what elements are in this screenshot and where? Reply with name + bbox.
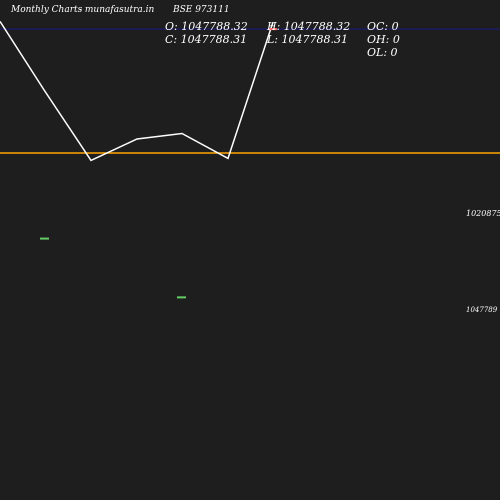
symbol-label: BSE 973111 — [173, 5, 230, 15]
site-label: - munafasutra.in — [79, 5, 155, 15]
open-value: O: 1047788.32 — [165, 20, 248, 33]
high-value: H: 1047788.32 — [267, 20, 351, 33]
ol-value: OL: 0 — [367, 46, 398, 59]
navy-level-label: 1047789 — [466, 306, 498, 314]
down-candle-marker — [268, 28, 277, 31]
up-candle-marker — [40, 237, 49, 240]
up-candle-marker — [177, 296, 186, 299]
oc-value: OC: 0 — [367, 20, 399, 33]
low-value: L: 1047788.31 — [267, 33, 348, 46]
brand-label: Monthly Charts — [11, 5, 83, 15]
oh-value: OH: 0 — [367, 33, 400, 46]
close-value: C: 1047788.31 — [165, 33, 248, 46]
orange-level-label: 1020875 — [466, 209, 500, 218]
